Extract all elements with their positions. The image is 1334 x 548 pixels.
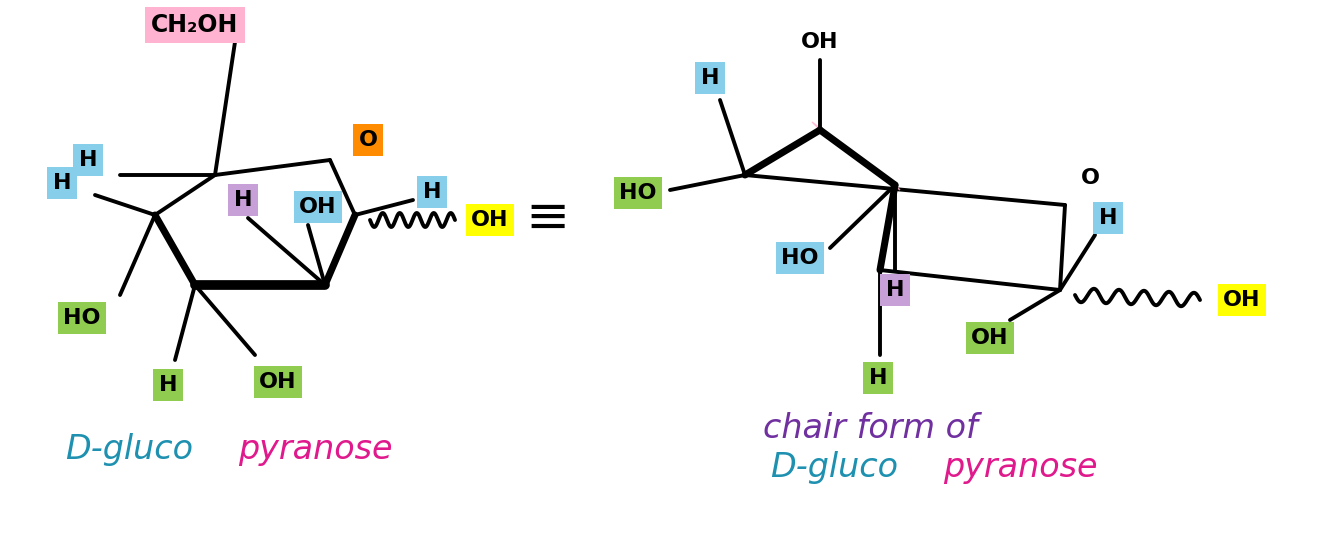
Text: HO: HO xyxy=(63,308,101,328)
Text: H: H xyxy=(868,368,887,388)
Text: OH: OH xyxy=(971,328,1009,348)
Text: ≡: ≡ xyxy=(526,192,570,243)
Text: HO: HO xyxy=(619,183,656,203)
Text: H: H xyxy=(1099,208,1118,228)
Text: H: H xyxy=(700,68,719,88)
Text: HO: HO xyxy=(782,248,819,268)
Text: OH: OH xyxy=(299,197,336,217)
Text: H: H xyxy=(423,182,442,202)
Text: pyranose: pyranose xyxy=(943,452,1098,484)
Text: O: O xyxy=(1081,168,1099,188)
Text: OH: OH xyxy=(471,210,508,230)
Text: H: H xyxy=(233,190,252,210)
Polygon shape xyxy=(812,122,900,190)
Text: OH: OH xyxy=(802,32,839,52)
Text: H: H xyxy=(886,280,904,300)
Text: D-gluco: D-gluco xyxy=(65,433,193,466)
Text: H: H xyxy=(53,173,71,193)
Text: OH: OH xyxy=(259,372,296,392)
Text: chair form of: chair form of xyxy=(763,412,978,444)
Text: D-gluco: D-gluco xyxy=(770,452,898,484)
Text: O: O xyxy=(359,130,378,150)
Text: H: H xyxy=(159,375,177,395)
Text: pyranose: pyranose xyxy=(237,433,392,466)
Text: H: H xyxy=(79,150,97,170)
Text: CH₂OH: CH₂OH xyxy=(151,13,239,37)
Text: OH: OH xyxy=(1223,290,1261,310)
